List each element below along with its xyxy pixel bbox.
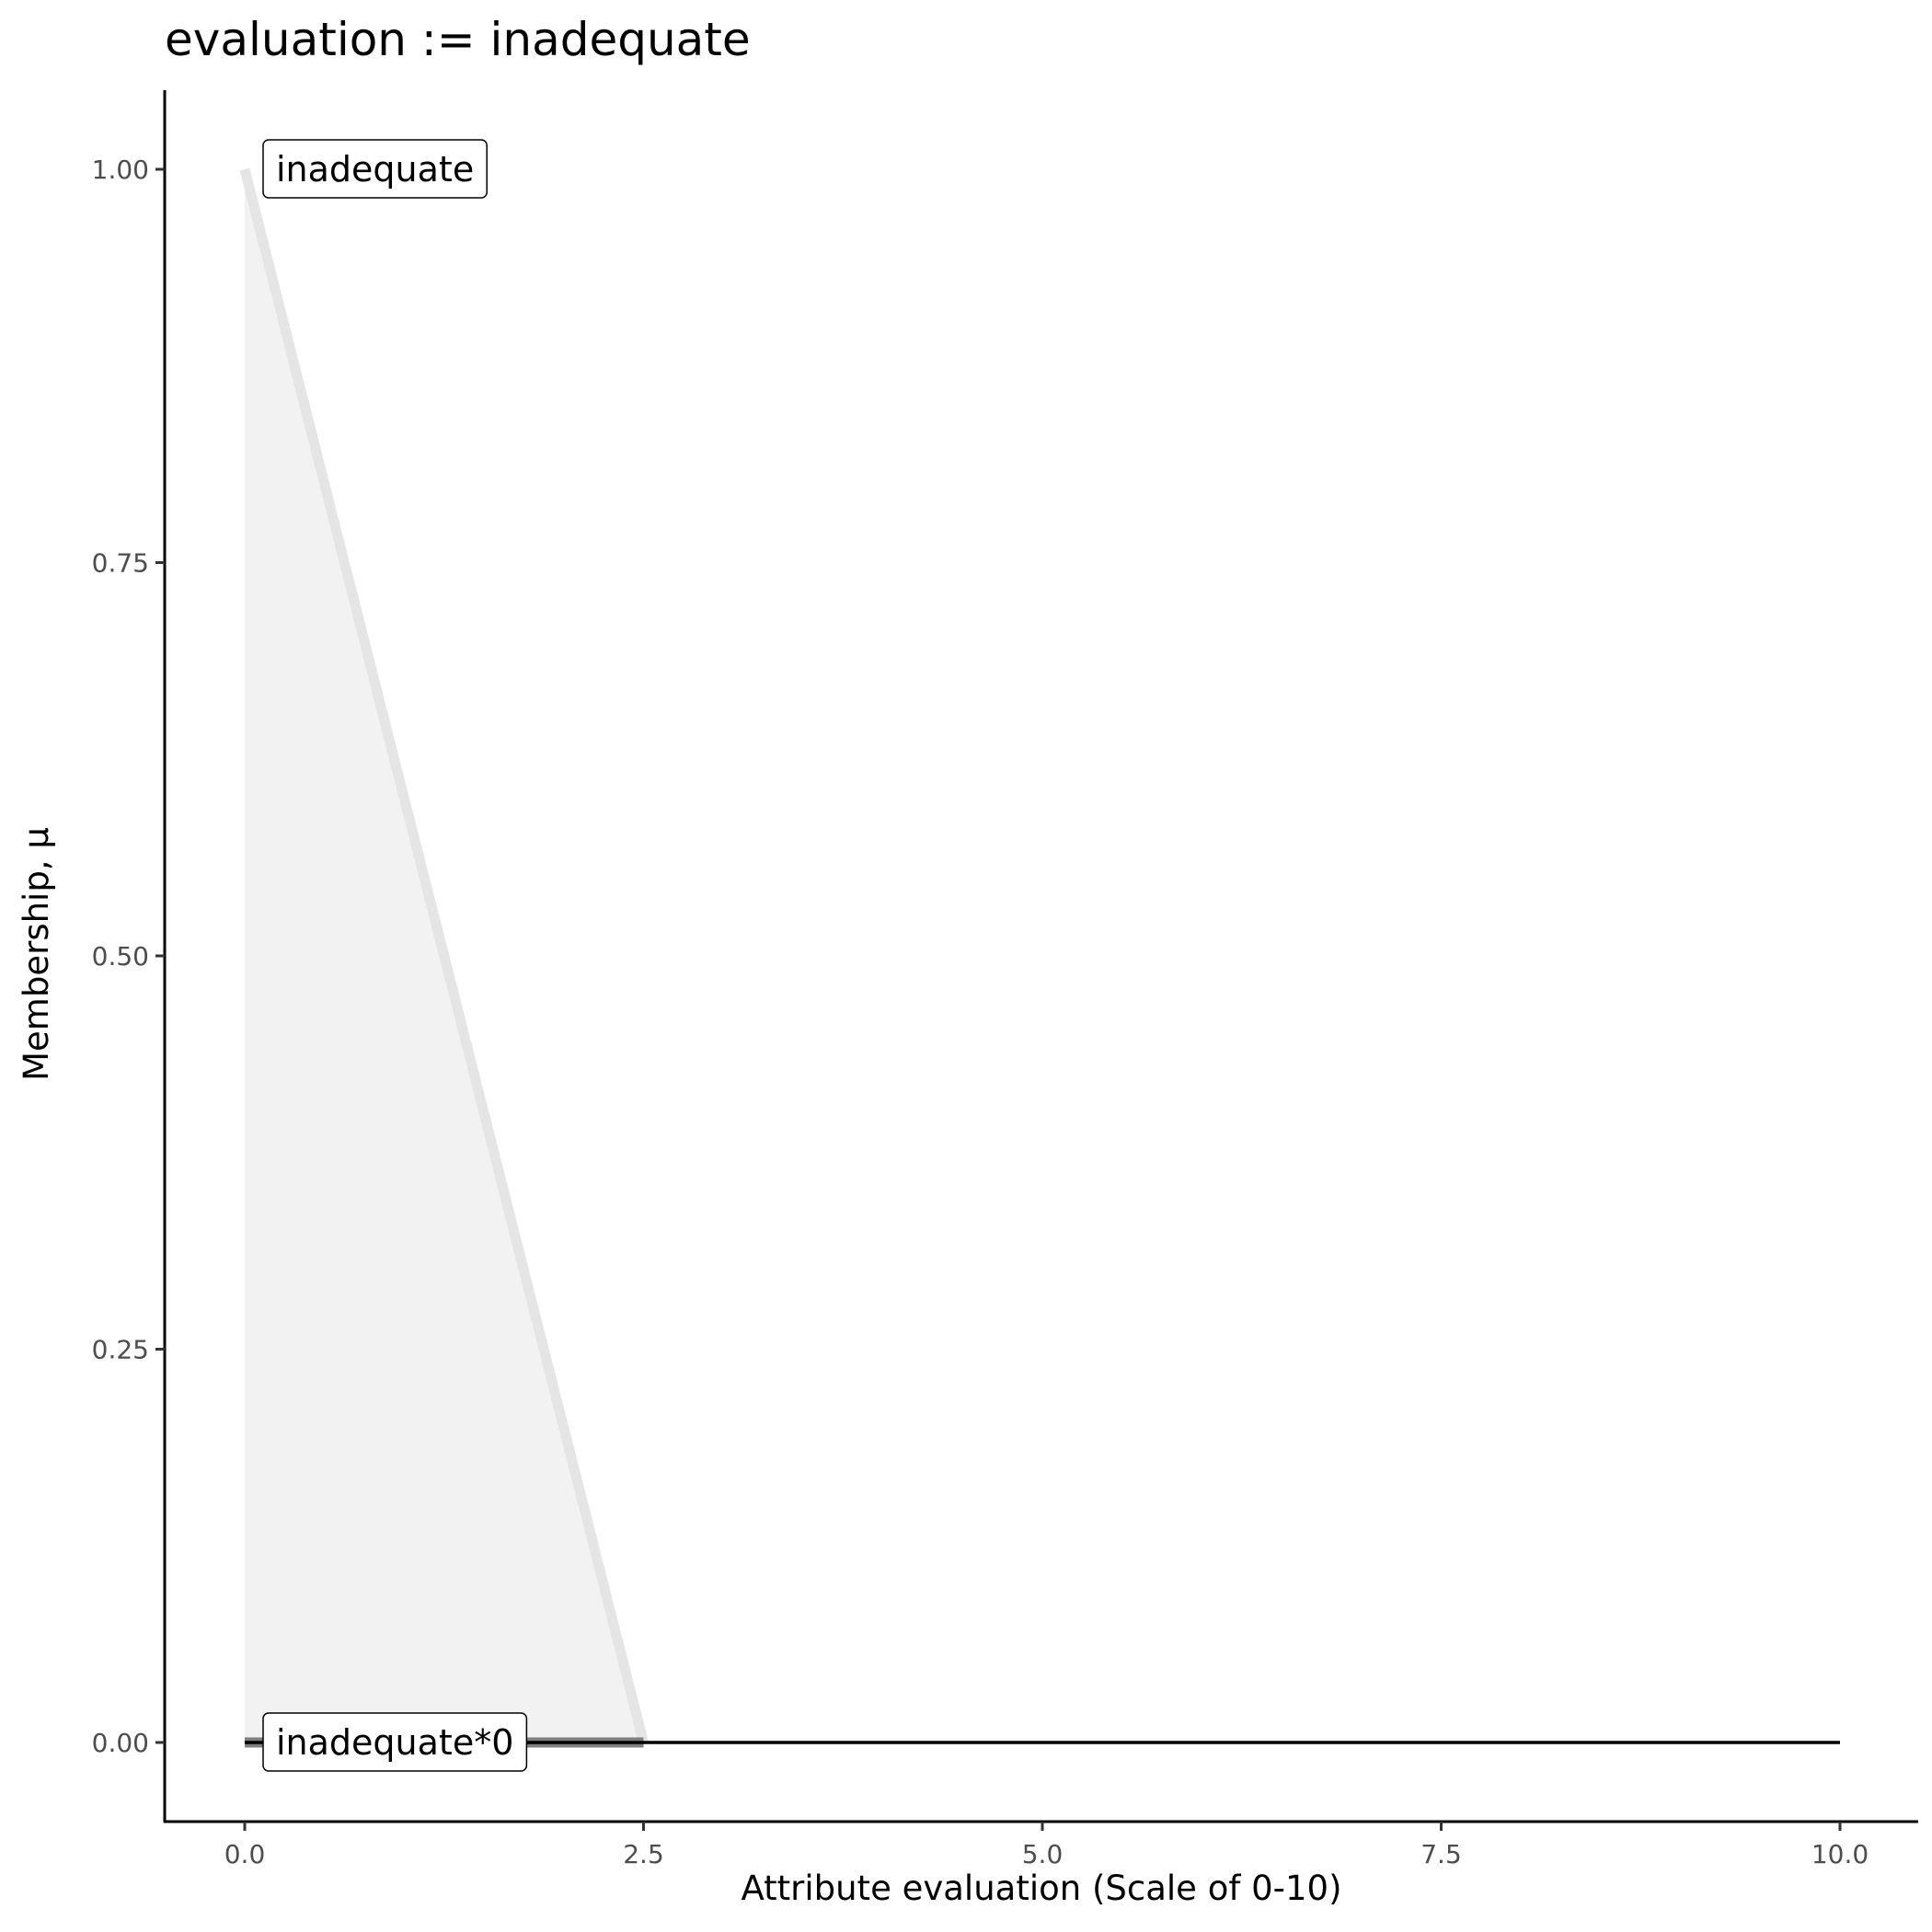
chart-title: evaluation := inadequate — [165, 13, 751, 66]
x-ticks: 0.0 2.5 5.0 7.5 10.0 — [224, 1822, 1869, 1869]
x-tick-label: 2.5 — [623, 1839, 664, 1869]
y-ticks: 0.00 0.25 0.50 0.75 1.00 — [92, 155, 165, 1758]
plot-area — [239, 167, 1840, 1748]
y-tick-label: 1.00 — [92, 155, 149, 185]
y-tick-label: 0.00 — [92, 1728, 149, 1758]
x-tick-label: 10.0 — [1811, 1839, 1869, 1869]
svg-text:inadequate*0: inadequate*0 — [276, 1722, 513, 1763]
x-tick-label: 5.0 — [1022, 1839, 1064, 1869]
annotation-label: inadequate*0 — [262, 1712, 528, 1772]
y-tick-label: 0.25 — [92, 1335, 149, 1365]
x-tick-label: 0.0 — [224, 1839, 266, 1869]
annotation-label: inadequate — [262, 139, 488, 199]
y-axis-label: Membership, μ — [17, 827, 56, 1081]
x-tick-label: 7.5 — [1420, 1839, 1462, 1869]
y-tick-label: 0.75 — [92, 548, 149, 579]
svg-text:inadequate: inadequate — [276, 149, 474, 190]
annotation-labels: inadequate inadequate*0 — [262, 139, 528, 1772]
x-axis-label: Attribute evaluation (Scale of 0-10) — [741, 1869, 1341, 1908]
series-inadequate-line — [239, 167, 649, 1744]
y-tick-label: 0.50 — [92, 941, 149, 972]
